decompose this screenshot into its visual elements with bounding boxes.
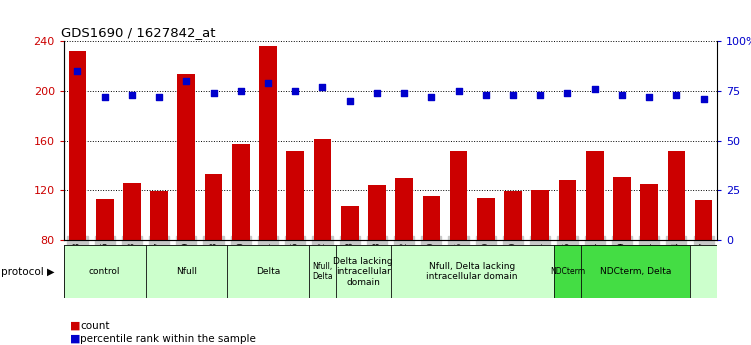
Bar	[641, 184, 658, 240]
Bar	[314, 139, 331, 240]
Bar	[309, 245, 336, 298]
Bar	[64, 245, 146, 298]
Bar	[450, 150, 467, 240]
Bar	[586, 150, 604, 240]
Point	[425, 94, 437, 100]
Point	[262, 80, 274, 86]
Point	[643, 94, 655, 100]
Point	[180, 78, 192, 84]
Point	[126, 92, 138, 98]
Bar	[227, 245, 309, 298]
Text: count: count	[80, 321, 110, 331]
Point	[371, 90, 383, 96]
Bar	[477, 198, 495, 240]
Bar	[259, 46, 277, 240]
Text: Delta lacking
intracellular
domain: Delta lacking intracellular domain	[333, 257, 393, 287]
Bar	[395, 178, 413, 240]
Bar	[532, 190, 549, 240]
Bar	[68, 51, 86, 240]
Text: NDCterm: NDCterm	[550, 267, 585, 276]
Text: Nfull: Nfull	[176, 267, 197, 276]
Text: ▶: ▶	[47, 267, 55, 277]
Bar	[146, 245, 227, 298]
Text: percentile rank within the sample: percentile rank within the sample	[80, 334, 256, 344]
Bar	[668, 150, 685, 240]
Point	[698, 96, 710, 102]
Text: control: control	[89, 267, 120, 276]
Bar	[581, 245, 690, 298]
Bar	[336, 245, 391, 298]
Bar	[150, 191, 168, 240]
Text: GDS1690 / 1627842_at: GDS1690 / 1627842_at	[61, 26, 215, 39]
Bar	[368, 185, 386, 240]
Point	[207, 90, 219, 96]
Point	[671, 92, 683, 98]
Point	[453, 88, 465, 94]
Text: NDCterm, Delta: NDCterm, Delta	[600, 267, 671, 276]
Bar	[232, 144, 249, 240]
Bar	[341, 206, 358, 240]
Bar	[123, 183, 140, 240]
Point	[398, 90, 410, 96]
Bar	[559, 180, 576, 240]
Bar	[695, 200, 713, 240]
Text: ■: ■	[70, 334, 80, 344]
Point	[71, 68, 83, 74]
Bar	[423, 196, 440, 240]
Text: protocol: protocol	[1, 267, 44, 277]
Point	[344, 98, 356, 104]
Bar	[504, 191, 522, 240]
Bar	[690, 245, 717, 298]
Text: Nfull, Delta lacking
intracellular domain: Nfull, Delta lacking intracellular domai…	[427, 262, 518, 282]
Bar	[554, 245, 581, 298]
Point	[589, 86, 601, 92]
Text: Delta: Delta	[256, 267, 280, 276]
Point	[480, 92, 492, 98]
Point	[235, 88, 247, 94]
Point	[562, 90, 574, 96]
Point	[98, 94, 110, 100]
Bar	[286, 150, 304, 240]
Point	[507, 92, 519, 98]
Point	[153, 94, 165, 100]
Text: ■: ■	[70, 321, 80, 331]
Point	[534, 92, 546, 98]
Point	[316, 84, 328, 90]
Bar	[205, 174, 222, 240]
Point	[616, 92, 628, 98]
Point	[289, 88, 301, 94]
Text: Nfull,
Delta: Nfull, Delta	[312, 262, 333, 282]
Bar	[391, 245, 554, 298]
Bar	[96, 199, 113, 240]
Bar	[613, 177, 631, 240]
Bar	[177, 73, 195, 240]
